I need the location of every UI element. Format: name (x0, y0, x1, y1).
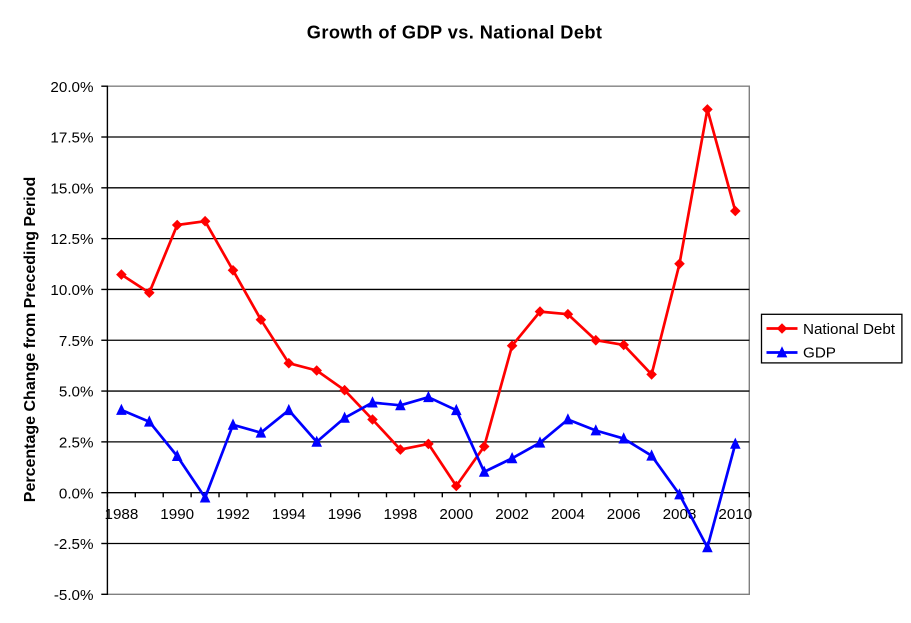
svg-text:National Debt: National Debt (803, 321, 896, 338)
svg-text:1994: 1994 (272, 506, 306, 523)
svg-text:-5.0%: -5.0% (54, 587, 94, 604)
svg-text:2010: 2010 (718, 506, 752, 523)
svg-text:10.0%: 10.0% (50, 282, 93, 299)
svg-text:12.5%: 12.5% (50, 231, 93, 248)
svg-text:-2.5%: -2.5% (54, 536, 94, 553)
svg-text:17.5%: 17.5% (50, 130, 93, 147)
svg-text:20.0%: 20.0% (50, 79, 93, 96)
svg-text:2004: 2004 (551, 506, 585, 523)
svg-text:7.5%: 7.5% (59, 333, 94, 350)
svg-text:1996: 1996 (328, 506, 362, 523)
svg-text:Growth of GDP vs. National Deb: Growth of GDP vs. National Debt (307, 23, 603, 43)
svg-text:2006: 2006 (607, 506, 641, 523)
svg-text:Percentage Change from Precedi: Percentage Change from Preceding Period (22, 177, 39, 502)
svg-text:1992: 1992 (216, 506, 250, 523)
svg-text:1998: 1998 (384, 506, 418, 523)
svg-text:2002: 2002 (495, 506, 529, 523)
svg-text:2000: 2000 (439, 506, 473, 523)
svg-text:2.5%: 2.5% (59, 435, 94, 452)
svg-text:1990: 1990 (160, 506, 194, 523)
svg-text:GDP: GDP (803, 345, 836, 362)
svg-text:5.0%: 5.0% (59, 384, 94, 401)
svg-text:0.0%: 0.0% (59, 485, 94, 502)
svg-text:1988: 1988 (105, 506, 139, 523)
svg-text:15.0%: 15.0% (50, 180, 93, 197)
